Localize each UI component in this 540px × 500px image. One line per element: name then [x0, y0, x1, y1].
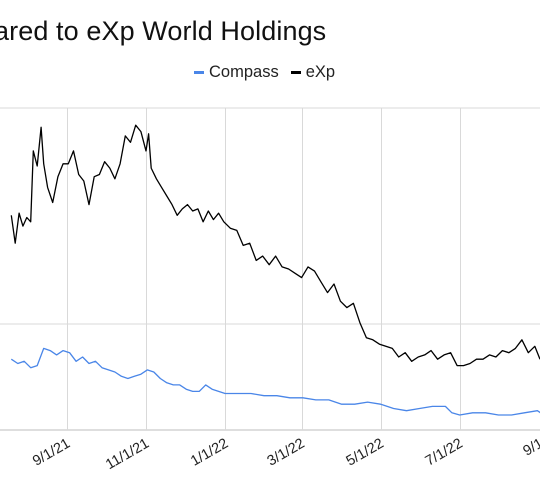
x-tick-label: 7/1/22 — [423, 436, 466, 470]
chart-legend: Compass eXp — [194, 63, 335, 82]
x-tick-label: 3/1/22 — [265, 436, 308, 470]
legend-label-compass: Compass — [209, 63, 279, 81]
chart-title: ared to eXp World Holdings — [0, 16, 327, 46]
chart-lines — [10, 124, 540, 416]
x-tick-label: 9/1/21 — [30, 436, 73, 470]
legend-swatch-compass — [194, 71, 204, 74]
legend-item-compass: Compass — [194, 63, 279, 82]
x-tick-label: 1/1/22 — [188, 436, 231, 470]
legend-label-exp: eXp — [305, 63, 336, 81]
x-tick-label: 9/1 — [521, 436, 540, 460]
legend-swatch-exp — [290, 71, 301, 74]
chart-grid — [0, 107, 540, 431]
x-tick-labels: 9/1/21 11/1/21 1/1/22 3/1/22 5/1/22 7/1/22 9/1 — [30, 436, 540, 474]
legend-item-exp: eXp — [290, 63, 336, 82]
series-line-exp — [10, 124, 540, 367]
x-tick-label: 5/1/22 — [344, 436, 387, 470]
x-tick-label: 11/1/21 — [103, 436, 152, 474]
series-line-compass — [10, 347, 540, 416]
